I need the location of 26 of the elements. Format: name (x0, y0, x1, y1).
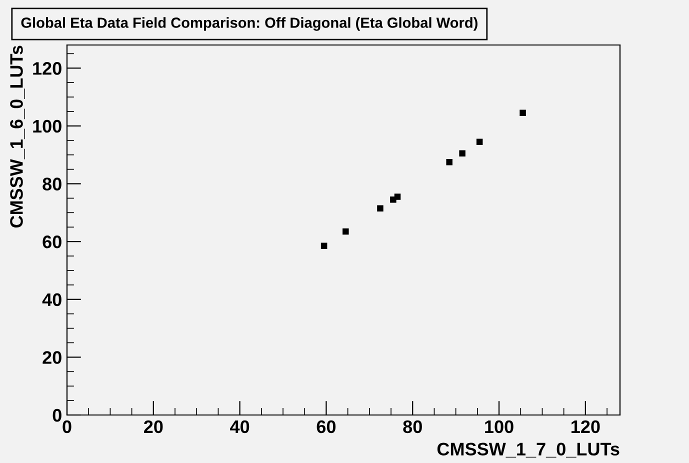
point (446, 158, 452, 166)
x-tick-label: 40 (230, 420, 250, 434)
chart-title: Global Eta Data Field Comparison: Off Diagonal (Eta Global Word) (21, 17, 478, 31)
point (394, 194, 401, 200)
point (377, 205, 384, 212)
x-tick-label: 120 (572, 420, 600, 434)
x-tick-label: 60 (316, 420, 336, 434)
point (342, 228, 349, 235)
y-tick-label: 20 (42, 351, 62, 364)
y-axis-title: CMSSW_1_6_0_LUTs (10, 46, 25, 228)
point (320, 242, 328, 250)
point (459, 150, 466, 157)
point (390, 196, 396, 203)
x-tick-label: 0 (62, 420, 72, 434)
x-axis-title: CMSSW_1_7_0_LUTs (437, 442, 620, 458)
y-tick-label: 0 (52, 408, 62, 422)
y-tick-label: 80 (42, 178, 62, 190)
x-tick-label: 80 (403, 420, 422, 434)
point (520, 110, 526, 116)
x-tick-label: 100 (485, 420, 514, 434)
y-tick-label: 40 (42, 293, 62, 306)
point (476, 138, 483, 145)
y-tick-label: 60 (42, 235, 62, 248)
x-tick-label: 20 (144, 420, 163, 434)
y-tick-label: 120 (33, 62, 62, 75)
y-tick-label: 100 (33, 120, 62, 133)
